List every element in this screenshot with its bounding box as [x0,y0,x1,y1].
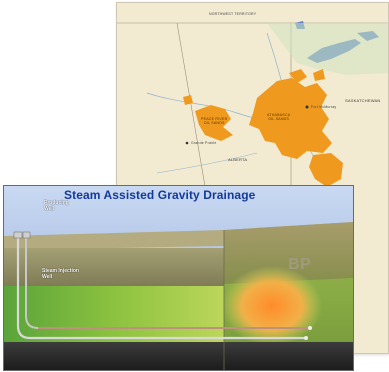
steam-injection-label: Steam Injection Well [42,268,79,280]
alberta-label: ALBERTA [228,157,248,162]
river-3 [156,152,258,174]
city-label-2: Grande Prairie [191,141,217,145]
peace-river-label: PEACE RIVER OIL SANDS [201,117,228,125]
map-graphic [117,21,388,353]
steam-chamber [222,266,322,346]
sagd-diagram: Steam Assisted Gravity Drainage Producin… [3,185,354,371]
bp-logo: BP [288,256,312,273]
producing-well-label: Producing Well [44,200,69,212]
territory-label: NORTHWEST TERRITORY [209,12,257,16]
city-dot-1 [305,105,309,109]
injection-well-tip [308,326,312,330]
saskatchewan-label: SASKATCHEWAN [345,98,381,103]
city-label-1: Fort McMurray [311,105,337,109]
deposit-patch-3 [183,95,193,105]
producing-well-tip [304,336,308,340]
deposit-patch-1 [289,69,307,83]
injection-wellhead [22,231,31,239]
athabasca-deposit [249,78,332,159]
overburden-front [4,248,224,288]
vegetation-area [267,23,388,75]
sagd-graphic [4,186,353,370]
reservoir-front [4,286,224,344]
cold-lake-deposit [309,153,343,187]
producing-well-pipe [16,238,306,340]
injection-well-pipe [25,238,310,329]
bedrock [4,342,353,370]
deposit-patch-2 [313,69,325,81]
diagram-title: Steam Assisted Gravity Drainage [64,188,256,202]
city-dot-2 [185,141,189,145]
producing-wellhead [13,231,23,239]
peace-river-deposit [195,105,233,141]
athabasca-label: ATHABASCA OIL SANDS [267,113,291,121]
